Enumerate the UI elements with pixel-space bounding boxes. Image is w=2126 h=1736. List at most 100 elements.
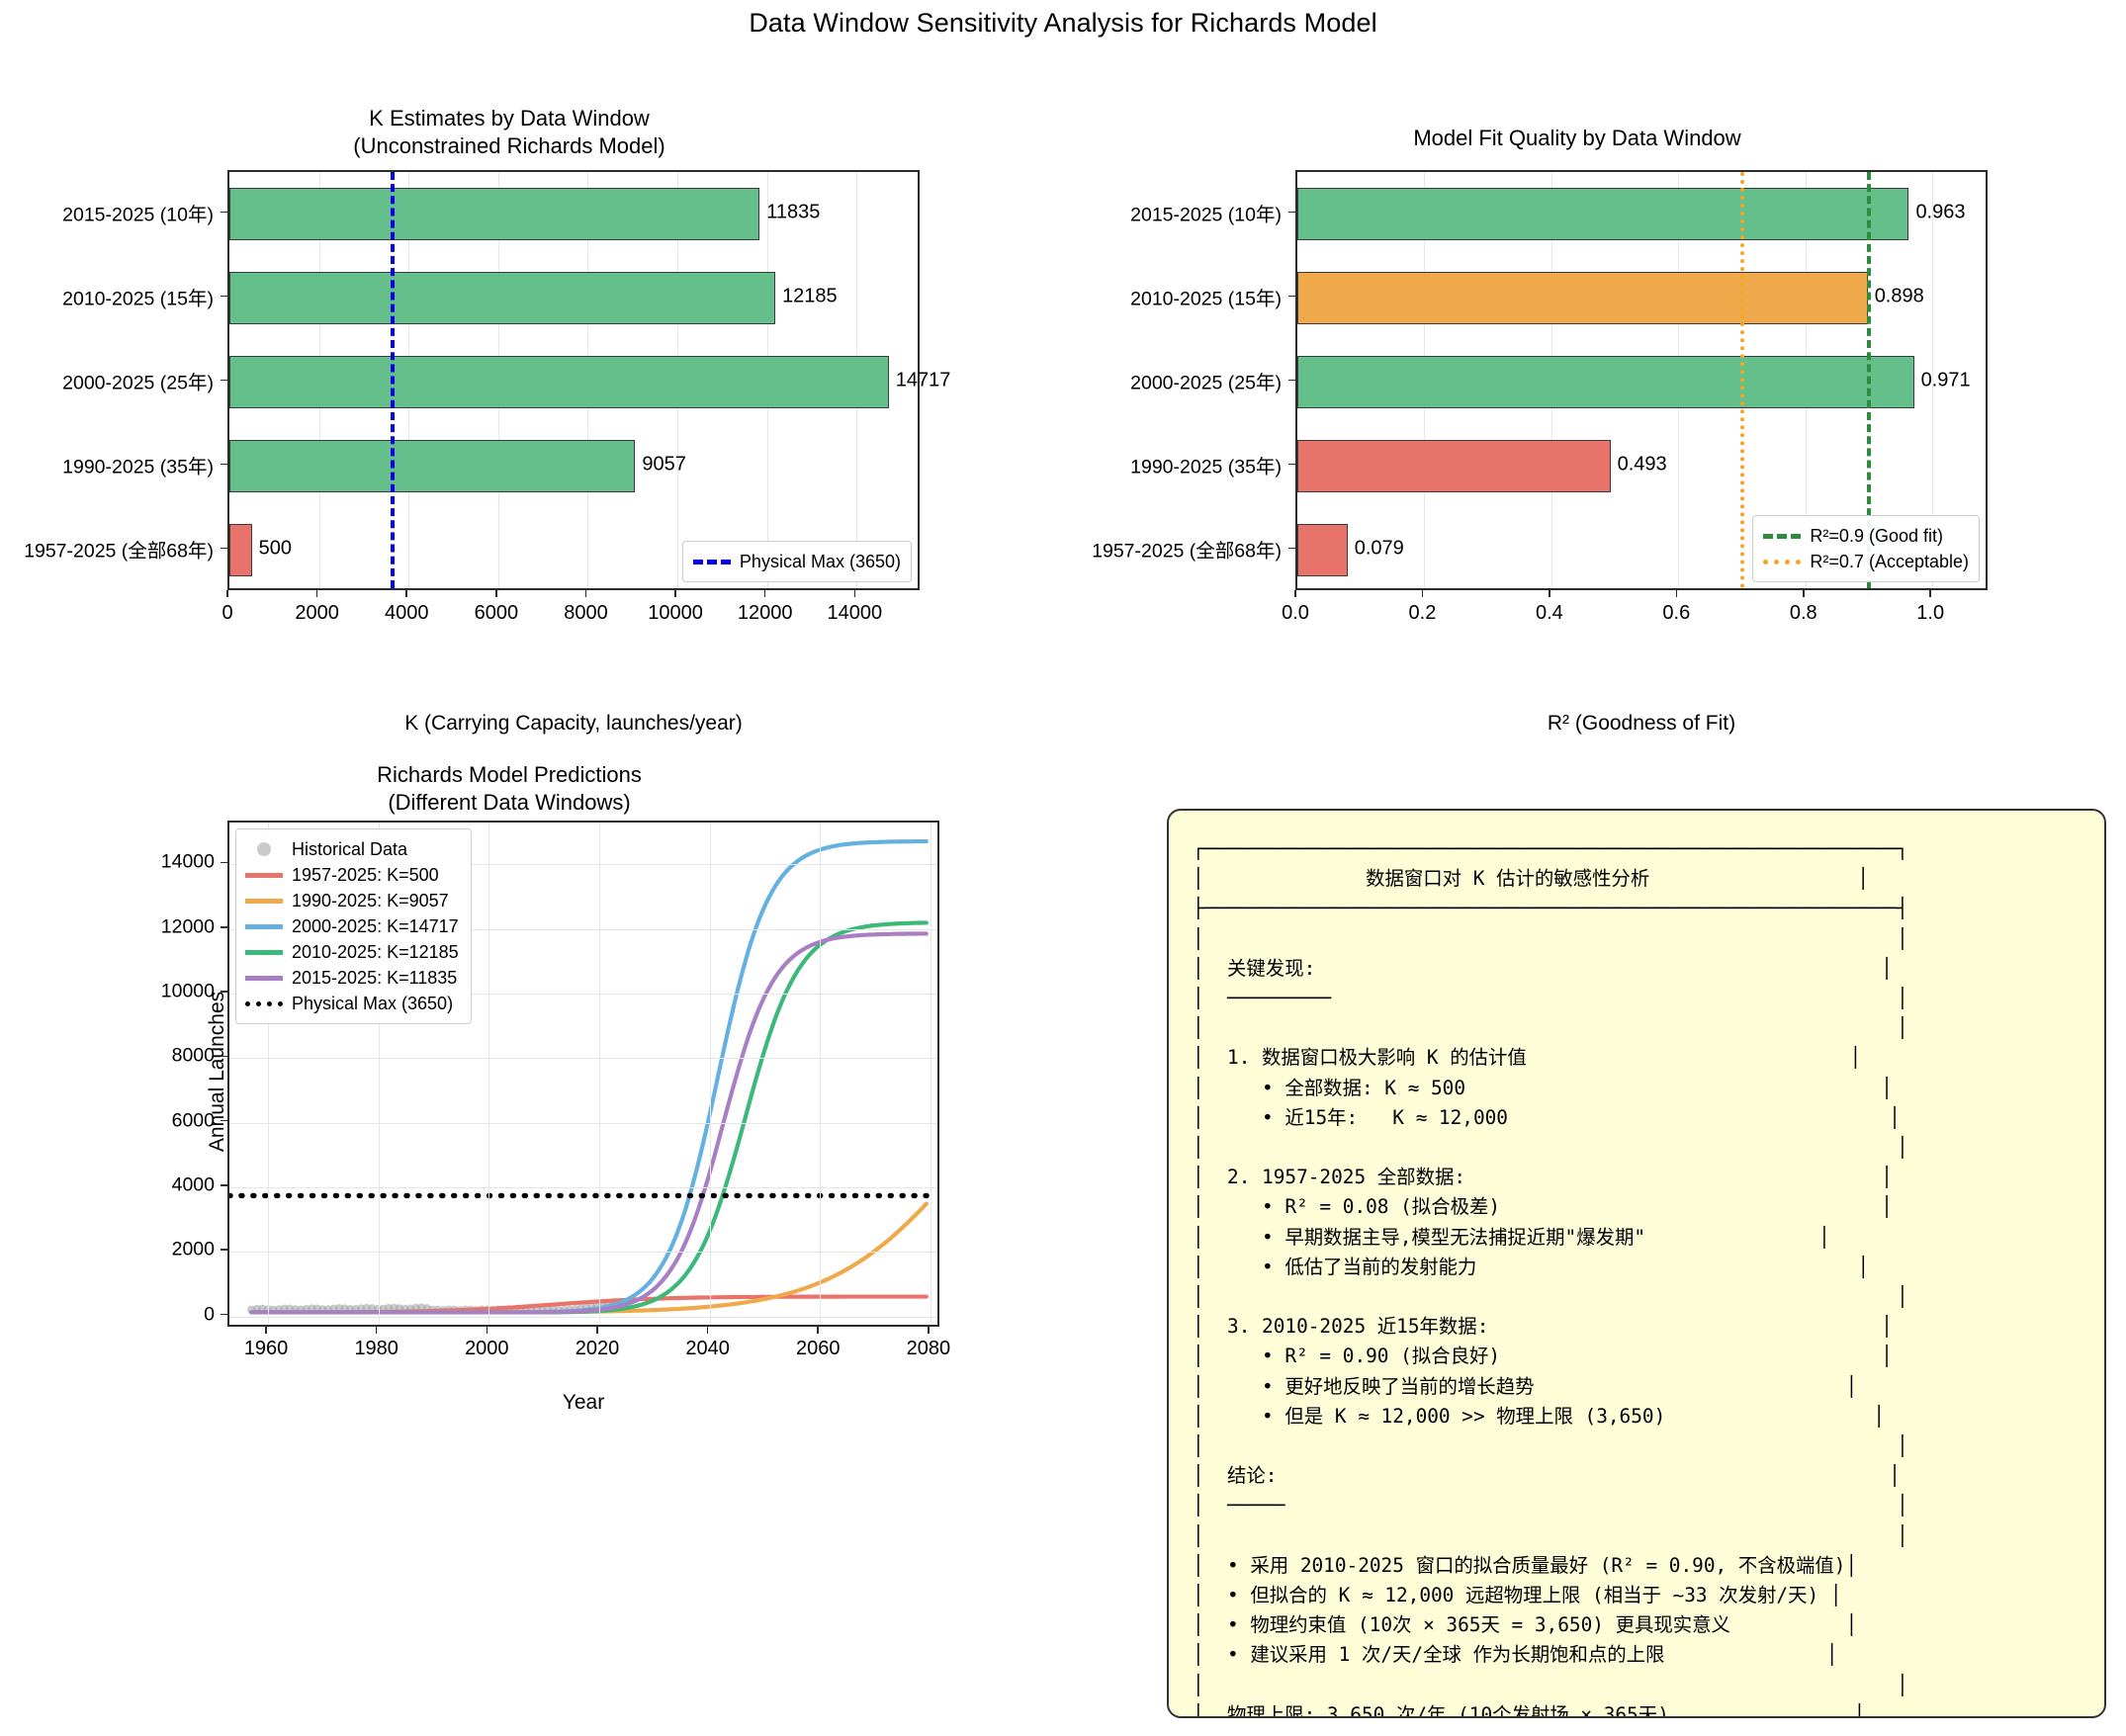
x-tick-label: 12000	[737, 602, 793, 624]
bar	[229, 524, 252, 576]
y-tick-mark	[221, 547, 227, 550]
x-tick-label: 2020	[575, 1338, 620, 1359]
legend-swatch	[245, 842, 283, 856]
y-tick-label: 14000	[160, 850, 215, 873]
x-tick-mark	[495, 590, 497, 597]
category-label: 2000-2025 (25年)	[1130, 372, 1282, 393]
x-tick-label: 1960	[243, 1338, 289, 1359]
fit-quality-title: Model Fit Quality by Data Window	[1413, 126, 1741, 150]
figure-suptitle: Data Window Sensitivity Analysis for Ric…	[749, 8, 1377, 38]
reference-line	[1739, 172, 1744, 588]
bar	[229, 356, 889, 408]
bar	[1297, 524, 1348, 576]
x-tick-mark	[226, 590, 228, 597]
bar-value-label: 0.898	[1874, 285, 1924, 306]
bar-value-label: 500	[258, 537, 293, 559]
legend-swatch	[245, 1000, 283, 1006]
bar-value-label: 11835	[766, 201, 821, 222]
predictions-curves	[229, 838, 937, 1315]
bar-value-label: 0.971	[1920, 369, 1971, 391]
bar-value-label: 12185	[782, 285, 838, 306]
x-tick-label: 0.6	[1662, 602, 1691, 624]
chart-legend[interactable]: Historical Data 1957-2025: K=500 1990-2025…	[235, 828, 472, 1024]
legend-swatch	[245, 923, 283, 929]
bar-value-label: 14717	[895, 369, 951, 391]
y-tick-mark	[221, 861, 227, 864]
bar-value-label: 0.493	[1617, 453, 1667, 475]
x-tick-mark	[486, 1327, 488, 1334]
chart-legend[interactable]: Physical Max (3650)	[681, 541, 912, 582]
y-tick-mark	[1288, 547, 1295, 550]
x-tick-mark	[706, 1327, 709, 1334]
legend-row: Physical Max (3650)	[692, 549, 901, 574]
legend-label: 2000-2025: K=14717	[292, 915, 459, 936]
x-tick-mark	[1675, 590, 1678, 597]
category-label: 2010-2025 (15年)	[62, 288, 214, 309]
k-estimates-plot-area: Physical Max (3650)	[227, 170, 920, 590]
category-label: 2015-2025 (10年)	[62, 204, 214, 225]
category-label: 1957-2025 (全部68年)	[24, 540, 214, 562]
y-tick-mark	[221, 991, 227, 993]
legend-label: 2015-2025: K=11835	[292, 967, 458, 988]
x-tick-label: 6000	[474, 602, 519, 624]
legend-row: 2000-2025: K=14717	[245, 913, 459, 939]
legend-row: 1957-2025: K=500	[245, 862, 459, 888]
x-tick-mark	[928, 1327, 930, 1334]
bar-value-label: 9057	[642, 453, 686, 475]
legend-row: 1990-2025: K=9057	[245, 888, 459, 913]
gridline-horizontal	[229, 1316, 937, 1318]
x-tick-mark	[315, 590, 318, 597]
x-tick-mark	[1549, 590, 1550, 597]
legend-swatch	[245, 898, 283, 904]
bar-value-label: 0.963	[1915, 201, 1966, 222]
gridline-vertical	[709, 823, 711, 1325]
bar	[1297, 440, 1611, 492]
x-tick-label: 10000	[648, 602, 703, 624]
x-tick-label: 4000	[384, 602, 429, 624]
gridline-vertical	[1932, 172, 1934, 588]
predictions-xlabel: Year	[562, 1391, 605, 1414]
y-tick-mark	[221, 463, 227, 466]
chart-legend[interactable]: R²=0.9 (Good fit) R²=0.7 (Acceptable)	[1752, 515, 1980, 582]
y-tick-mark	[1288, 295, 1295, 298]
category-label: 2015-2025 (10年)	[1130, 204, 1282, 225]
legend-row: 2010-2025: K=12185	[245, 939, 459, 965]
legend-swatch	[692, 559, 731, 564]
summary-text: ┌───────────────────────────────────────…	[1193, 837, 1908, 1718]
y-tick-mark	[221, 379, 227, 382]
legend-swatch	[245, 975, 283, 981]
legend-row: R²=0.7 (Acceptable)	[1763, 549, 1969, 574]
legend-swatch	[245, 949, 283, 955]
x-tick-label: 2000	[295, 602, 339, 624]
x-tick-label: 0	[221, 602, 233, 624]
legend-swatch	[1763, 533, 1802, 539]
k-estimates-xlabel: K (Carrying Capacity, launches/year)	[404, 712, 743, 735]
y-tick-mark	[221, 1055, 227, 1058]
gridline-horizontal	[229, 928, 937, 930]
legend-marker-dot	[257, 842, 271, 856]
bar	[1297, 272, 1868, 324]
x-tick-label: 2000	[465, 1338, 509, 1359]
y-tick-label: 6000	[171, 1109, 215, 1132]
category-label: 1990-2025 (35年)	[62, 456, 214, 477]
x-tick-mark	[1802, 590, 1805, 597]
x-tick-mark	[1929, 590, 1931, 597]
x-tick-label: 1980	[354, 1338, 399, 1359]
x-tick-label: 8000	[564, 602, 608, 624]
y-tick-label: 10000	[160, 980, 215, 1002]
x-tick-label: 0.0	[1282, 602, 1309, 624]
y-tick-mark	[221, 211, 227, 214]
series-curve	[249, 931, 929, 1315]
gridline-vertical	[930, 823, 931, 1325]
predictions-ylabel: Annual Launches	[206, 991, 228, 1153]
gridline-horizontal	[229, 1122, 937, 1124]
x-tick-mark	[1294, 590, 1296, 597]
y-tick-mark	[221, 1119, 227, 1122]
y-tick-label: 4000	[171, 1173, 215, 1196]
legend-label: 1957-2025: K=500	[292, 864, 439, 885]
legend-label: 1990-2025: K=9057	[292, 890, 449, 911]
predictions-title: Richards Model Predictions (Different Da…	[377, 762, 642, 815]
category-label: 2000-2025 (25年)	[62, 372, 214, 393]
x-tick-label: 2060	[795, 1338, 841, 1359]
gridline-horizontal	[229, 1058, 937, 1060]
